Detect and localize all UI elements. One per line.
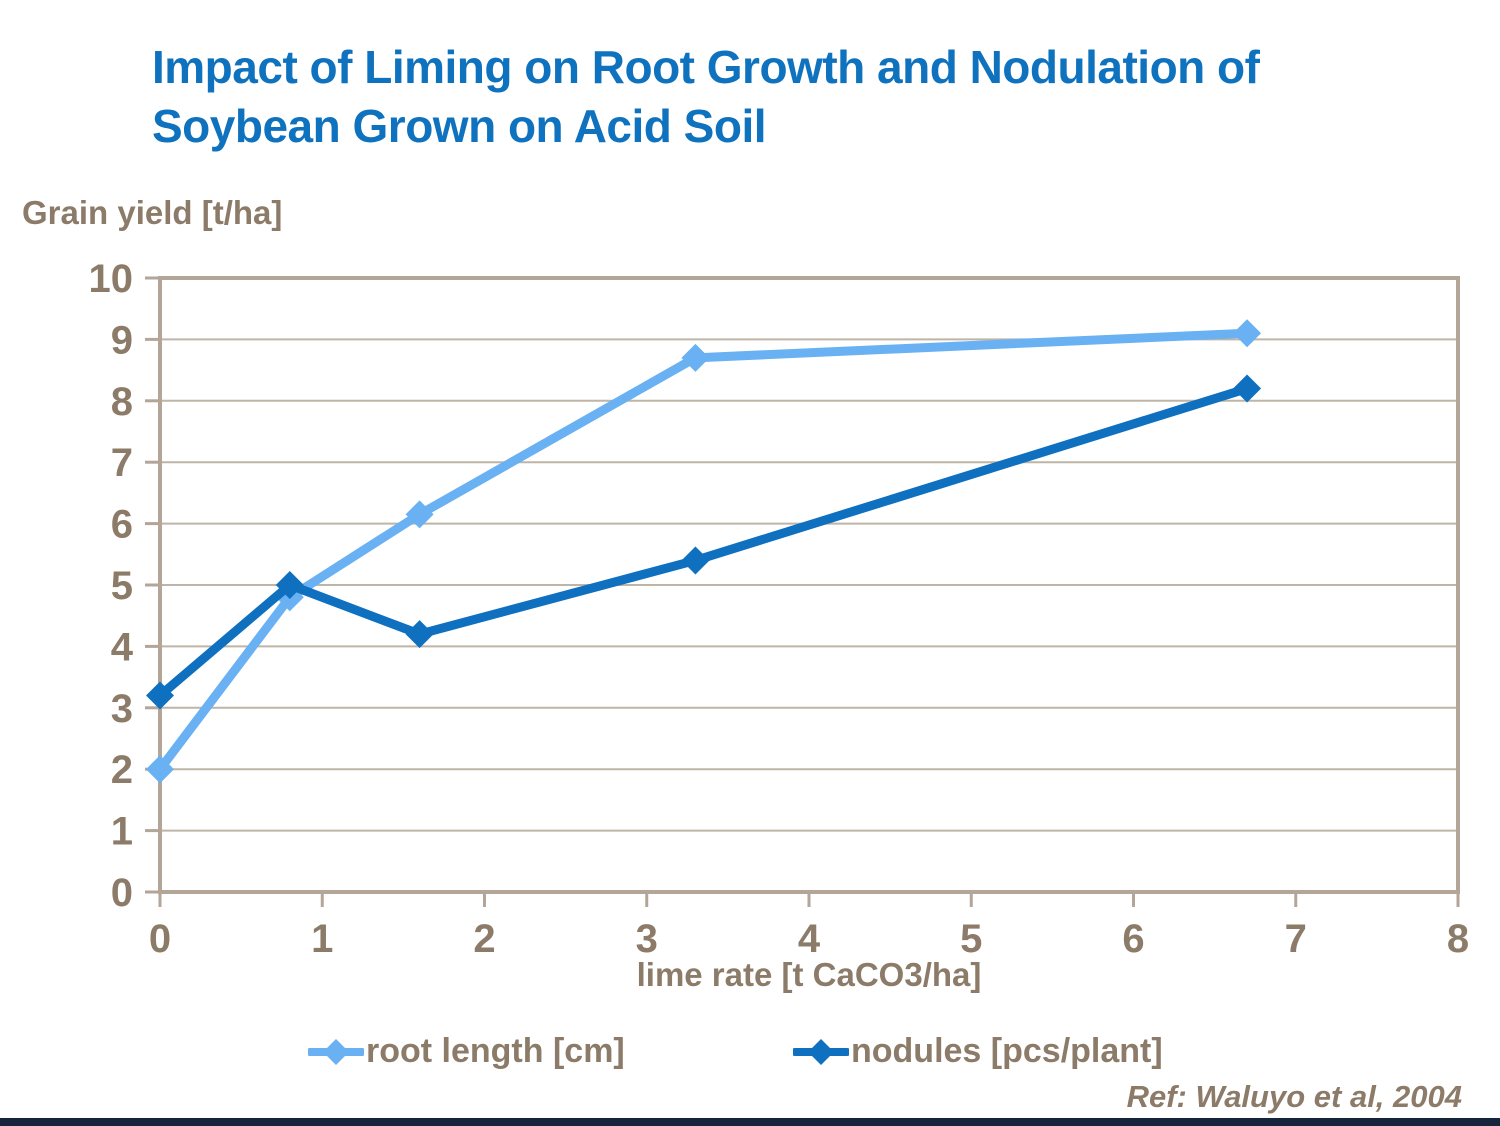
data-point-marker-series-2 (405, 620, 434, 649)
x-tick-label: 1 (311, 917, 333, 961)
x-tick-label: 2 (473, 917, 495, 961)
y-tick-label: 5 (111, 564, 133, 608)
series-line-2 (155, 384, 1252, 701)
data-point-marker-series-2 (681, 546, 710, 575)
y-tick-label: 1 (111, 810, 133, 854)
data-point-marker-series-2 (146, 681, 174, 710)
data-point-marker-series-1 (405, 500, 434, 529)
y-tick-label: 8 (111, 380, 133, 424)
y-tick-label: 2 (111, 748, 133, 792)
x-tick-label: 7 (1285, 917, 1307, 961)
x-tick-label: 6 (1122, 917, 1144, 961)
x-tick-label: 0 (149, 917, 171, 961)
legend-diamond (323, 1038, 349, 1065)
x-tick-label: 3 (636, 917, 658, 961)
data-point-marker-series-1 (1233, 319, 1262, 348)
plot-border (158, 276, 1460, 894)
data-point-marker-series-1 (275, 583, 304, 612)
data-point-marker-series-2 (1233, 374, 1262, 403)
series-line-1 (155, 328, 1252, 774)
footer-accent-bar (0, 1118, 1500, 1126)
y-tick-label: 6 (111, 503, 133, 547)
legend-label-root-length: root length [cm] (366, 1032, 625, 1070)
y-tick-label: 7 (111, 441, 133, 485)
y-tick-label: 10 (89, 257, 134, 301)
y-tick-label: 9 (111, 318, 133, 362)
slide-title-line1: Impact of Liming on Root Growth and Nodu… (152, 41, 1260, 93)
data-point-marker-series-1 (146, 755, 174, 784)
y-tick-label: 0 (111, 871, 133, 915)
legend-diamond (808, 1038, 834, 1065)
data-point-marker-series-2 (275, 571, 304, 599)
y-tick-label: 4 (111, 625, 134, 669)
y-tick-label: 3 (111, 687, 133, 731)
reference-text: Ref: Waluyo et al, 2004 (1126, 1079, 1462, 1114)
slide-title: Impact of Liming on Root Growth and Nodu… (152, 38, 1412, 156)
legend-marker-nodules-icon (793, 1038, 849, 1065)
x-axis-title: lime rate [t CaCO3/ha] (636, 956, 982, 993)
x-tick-label: 8 (1447, 917, 1469, 961)
x-tick-label: 5 (960, 917, 982, 961)
legend-entry-nodules: nodules [pcs/plant] (793, 1032, 1163, 1071)
x-tick-label: 4 (798, 917, 821, 961)
slide-title-line2: Soybean Grown on Acid Soil (152, 100, 767, 152)
y-axis-title: Grain yield [t/ha] (22, 194, 283, 231)
legend-marker-root-length-icon (308, 1038, 364, 1065)
data-point-marker-series-1 (681, 343, 710, 372)
chart-legend: root length [cm] nodules [pcs/plant] (0, 1032, 1500, 1082)
legend-entry-root-length: root length [cm] (308, 1032, 625, 1071)
legend-label-nodules: nodules [pcs/plant] (851, 1032, 1163, 1070)
